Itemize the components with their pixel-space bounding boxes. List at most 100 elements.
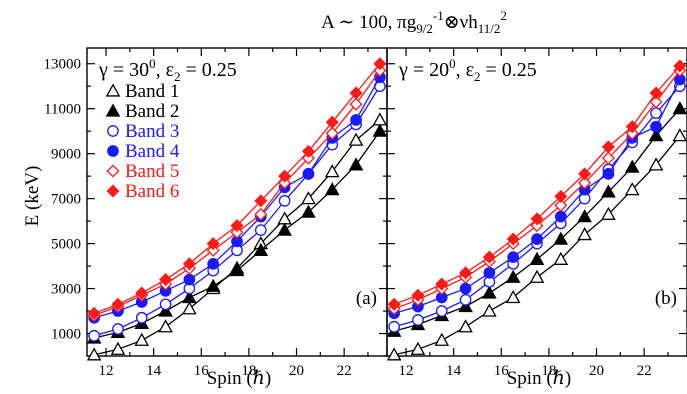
- data-point: [483, 266, 496, 279]
- data-point: [254, 224, 267, 236]
- data-point: [254, 207, 268, 221]
- data-point: [412, 314, 424, 326]
- data-point: [554, 189, 568, 203]
- data-point: [278, 195, 291, 207]
- y-axis-label: E (keV): [22, 166, 43, 227]
- data-point: [207, 257, 220, 270]
- data-point: [530, 219, 544, 233]
- legend-entry: Band 1: [125, 81, 179, 102]
- data-point: [410, 341, 426, 355]
- data-point: [482, 285, 497, 299]
- series-1: [386, 128, 687, 361]
- data-point: [578, 176, 592, 190]
- data-point: [530, 212, 544, 226]
- series-3: [388, 80, 686, 333]
- data-point: [482, 250, 496, 264]
- data-point: [277, 222, 292, 236]
- data-point: [229, 263, 245, 277]
- data-point: [435, 305, 448, 317]
- data-point: [278, 169, 292, 183]
- legend-marker: [106, 184, 120, 198]
- data-point: [278, 176, 292, 190]
- data-point: [158, 303, 173, 317]
- data-point: [624, 159, 640, 173]
- panel-annotation: γ = 200, ε2 = 0.25: [398, 56, 537, 84]
- data-point: [87, 306, 101, 320]
- data-point: [324, 182, 340, 196]
- data-point: [183, 273, 196, 286]
- data-point: [182, 257, 196, 271]
- data-point: [386, 347, 402, 361]
- data-point: [458, 299, 473, 313]
- data-point: [625, 126, 639, 140]
- data-point: [625, 120, 639, 134]
- data-point: [372, 123, 388, 137]
- x-tick-label: 22: [337, 363, 352, 379]
- data-point: [230, 219, 244, 233]
- data-point: [348, 157, 364, 171]
- y-tick-label: 5000: [51, 237, 81, 253]
- data-point: [531, 233, 543, 245]
- data-point: [88, 329, 100, 342]
- data-point: [134, 332, 150, 346]
- data-point: [349, 97, 363, 111]
- data-point: [649, 86, 663, 100]
- x-tick-label: 16: [494, 363, 510, 379]
- x-tick-label: 14: [146, 363, 162, 379]
- data-point: [505, 269, 521, 283]
- data-point: [373, 57, 387, 71]
- data-point: [553, 231, 569, 245]
- data-point: [650, 120, 662, 133]
- data-point: [230, 225, 244, 239]
- data-point: [86, 347, 102, 361]
- data-point: [302, 168, 315, 180]
- data-point: [372, 112, 388, 126]
- legend-marker: [107, 125, 119, 137]
- legend-entry: Band 2: [125, 101, 179, 122]
- x-tick-label: 16: [194, 363, 210, 379]
- data-point: [459, 282, 472, 295]
- panel-annotation: γ = 300, ε2 = 0.25: [98, 56, 237, 84]
- data-point: [648, 157, 664, 171]
- legend-entry: Band 4: [125, 141, 180, 162]
- data-point: [324, 164, 340, 178]
- data-point: [253, 242, 269, 256]
- data-point: [301, 144, 315, 158]
- legend-entry: Band 3: [125, 121, 179, 142]
- data-point: [182, 290, 197, 304]
- legend-marker: [106, 164, 120, 178]
- data-point: [672, 128, 687, 142]
- x-tick-label: 14: [446, 363, 462, 379]
- data-point: [529, 269, 545, 283]
- legend-entry: Band 5: [125, 161, 179, 182]
- data-point: [159, 298, 172, 311]
- x-tick-label: 18: [241, 363, 256, 379]
- data-point: [577, 209, 592, 223]
- legend-marker: [105, 83, 121, 97]
- data-point: [506, 232, 520, 246]
- y-tick-label: 1000: [51, 327, 81, 343]
- data-point: [578, 167, 592, 181]
- data-point: [387, 297, 401, 311]
- data-point: [206, 243, 220, 257]
- data-point: [388, 320, 400, 333]
- data-point: [434, 332, 450, 346]
- data-point: [577, 227, 592, 241]
- x-tick-label: 12: [399, 363, 414, 379]
- data-point: [206, 237, 220, 251]
- data-point: [624, 182, 640, 196]
- data-point: [459, 293, 472, 306]
- data-point: [554, 198, 568, 212]
- panel-label: (b): [655, 288, 677, 309]
- data-point: [435, 277, 449, 291]
- data-point: [411, 288, 425, 302]
- data-point: [301, 191, 316, 205]
- figure-title: A ∼ 100, πg9/2-1⊗νh11/22: [321, 8, 507, 36]
- legend-marker: [105, 103, 121, 117]
- data-point: [649, 95, 663, 109]
- data-point: [182, 301, 197, 315]
- data-point: [650, 107, 662, 120]
- data-point: [112, 323, 124, 335]
